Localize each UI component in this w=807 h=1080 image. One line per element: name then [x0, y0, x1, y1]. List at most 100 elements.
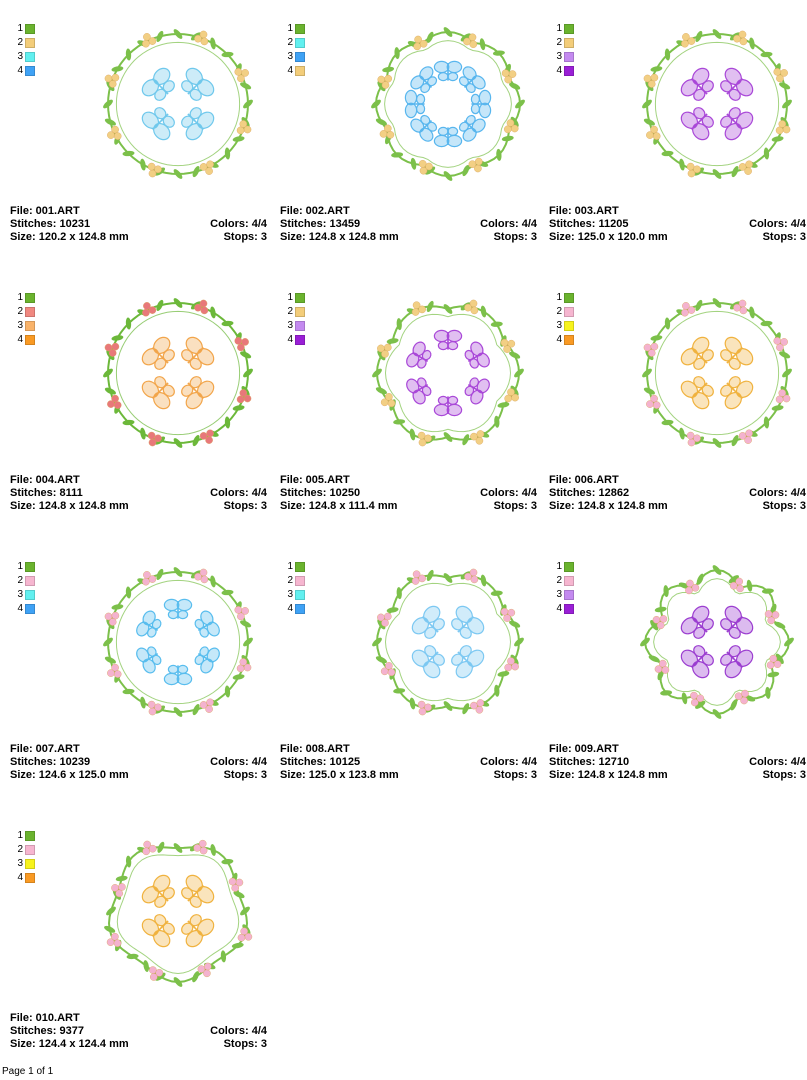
flower: [417, 700, 426, 709]
butterfly-motif: [181, 874, 215, 908]
design-size: Size: 124.8 x 124.8 mm: [10, 500, 129, 512]
flower: [148, 844, 157, 853]
swatch-number: 4: [556, 603, 562, 614]
stitch-count: Stitches: 12710: [549, 756, 630, 768]
stitch-count: Stitches: 12862: [549, 487, 630, 499]
flower: [234, 68, 243, 76]
flower: [383, 612, 392, 621]
flower: [411, 577, 420, 585]
leaf: [122, 419, 135, 426]
color-swatch-row: 2: [283, 305, 323, 319]
butterfly-motif: [194, 610, 220, 638]
flower: [381, 350, 389, 358]
flower: [383, 343, 392, 352]
design-size: Size: 124.8 x 124.8 mm: [549, 500, 668, 512]
leaf: [173, 169, 183, 179]
color-swatch-list: 1 2 3 4: [283, 560, 323, 616]
color-swatch-row: 4: [13, 602, 53, 616]
flower: [381, 619, 389, 627]
swatch-number: 1: [17, 292, 23, 303]
flower: [113, 670, 122, 678]
swatch-number: 4: [556, 65, 562, 76]
color-swatch-row: 4: [283, 602, 323, 616]
flower: [652, 401, 661, 409]
color-swatch: [25, 24, 35, 34]
leaf: [643, 387, 655, 395]
leaf: [221, 589, 234, 596]
flower: [738, 432, 747, 440]
flower: [469, 40, 478, 49]
color-swatch: [295, 604, 305, 614]
butterfly-motif: [720, 336, 754, 370]
butterfly-motif: [680, 376, 714, 410]
swatch-number: 4: [287, 334, 293, 345]
leaf: [143, 960, 149, 972]
flower: [739, 37, 748, 46]
flower: [113, 939, 122, 947]
leaf: [377, 350, 386, 361]
leaf: [173, 298, 183, 308]
butterfly-motif: [163, 664, 193, 686]
flower: [419, 39, 428, 48]
flower: [239, 658, 248, 666]
design-preview-svg: [640, 565, 794, 719]
flower: [111, 932, 119, 941]
leaf: [372, 637, 382, 647]
leaf: [779, 351, 791, 359]
leaf: [173, 977, 183, 987]
vine-ring: [107, 846, 249, 984]
flower: [142, 577, 150, 586]
leaf: [104, 387, 116, 395]
info-row: Size: 124.6 x 125.0 mm Stops: 3: [10, 769, 267, 782]
design-preview: [362, 18, 534, 190]
color-swatch-row: 1: [552, 291, 592, 305]
design-preview: [362, 287, 534, 459]
flower: [687, 306, 696, 314]
flower: [504, 663, 512, 672]
leaf: [394, 47, 400, 60]
swatch-number: 2: [17, 37, 23, 48]
flower: [206, 698, 214, 707]
flower: [769, 654, 778, 663]
flower: [503, 125, 512, 134]
stitch-count: Stitches: 13459: [280, 218, 361, 230]
flower: [387, 668, 396, 677]
design-card: 1 2 3 4 File: 006.ART Stitches: 12862 Colors: …: [549, 287, 807, 527]
leaf: [479, 38, 486, 51]
color-swatch: [295, 335, 305, 345]
flower: [475, 157, 483, 166]
leaf: [712, 438, 722, 448]
butterfly-motif: [406, 377, 432, 405]
flower: [236, 395, 245, 404]
leaf: [173, 707, 183, 717]
color-swatch-list: 1 2 3 4: [13, 560, 53, 616]
flower: [199, 701, 208, 709]
flower: [111, 611, 120, 620]
color-swatch-row: 3: [283, 588, 323, 602]
info-row: Stitches: 12862 Colors: 4/4: [549, 487, 806, 500]
leaf: [220, 950, 227, 963]
color-swatch: [564, 604, 574, 614]
flower: [733, 34, 741, 43]
design-preview: [631, 556, 803, 728]
leaf: [654, 606, 667, 613]
flower: [778, 389, 787, 397]
design-size: Size: 124.6 x 125.0 mm: [10, 769, 129, 781]
flower: [386, 131, 395, 139]
butterfly-motif: [720, 376, 754, 410]
leaf: [492, 50, 505, 56]
design-info: File: 010.ART Stitches: 9377 Colors: 4/4 Si…: [10, 1012, 267, 1051]
leaf: [775, 653, 784, 664]
leaf: [192, 166, 200, 178]
leaf: [240, 351, 252, 359]
flower: [206, 160, 214, 169]
flower: [108, 80, 117, 88]
leaf: [192, 971, 200, 983]
flower: [681, 308, 689, 317]
flower: [729, 581, 738, 590]
flower: [237, 343, 245, 352]
swatch-number: 2: [556, 575, 562, 586]
flower: [507, 388, 515, 396]
flower: [206, 429, 214, 438]
